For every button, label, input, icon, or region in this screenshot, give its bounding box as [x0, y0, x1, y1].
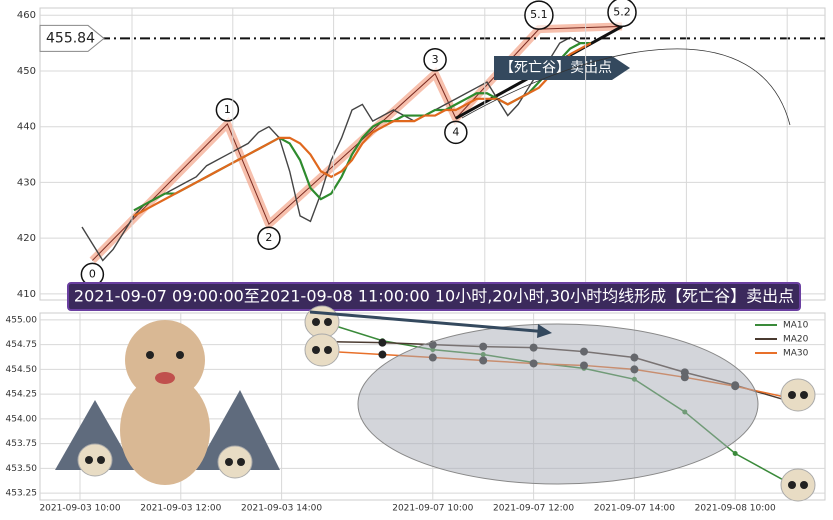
y-tick-label: 454.75: [6, 340, 38, 350]
reference-label-box: [39, 24, 105, 52]
skull-eye: [800, 481, 808, 489]
x-tick-label: 2021-09-03 10:00: [39, 504, 120, 514]
legend-label: MA30: [783, 349, 809, 359]
skull-eye: [237, 458, 245, 466]
skull: [77, 443, 113, 477]
x-tick-label: 2021-09-07 12:00: [493, 504, 574, 514]
y-tick-label: 454.00: [6, 414, 38, 424]
legend-label: MA10: [783, 321, 809, 331]
y-tick-label: 420: [17, 233, 36, 244]
y-tick-label: 453.25: [6, 489, 38, 499]
y-tick-label: 450: [17, 66, 36, 77]
skull-eye: [324, 318, 332, 326]
skull-eye: [85, 456, 93, 464]
x-tick-label: 2021-09-03 14:00: [241, 504, 322, 514]
wave-label: 3: [432, 53, 439, 66]
wave-point: [444, 120, 468, 145]
arrow-head: [537, 324, 552, 338]
skull: [217, 445, 253, 479]
y-tick-label: 430: [17, 177, 36, 188]
y-tick-label: 410: [17, 289, 36, 300]
legend-label: MA20: [783, 335, 809, 345]
banner-box: [67, 282, 801, 311]
y-tick-label: 440: [17, 122, 36, 133]
wave-label: 4: [452, 125, 459, 138]
highlight-ellipse: [357, 323, 759, 485]
y-tick-label: 455.00: [6, 315, 38, 325]
series-line: [133, 42, 592, 217]
skull: [304, 305, 340, 339]
skull-eye: [800, 391, 808, 399]
y-tick-label: 454.50: [6, 365, 38, 375]
skull-eye: [788, 391, 796, 399]
wave-point: [524, 0, 554, 30]
skull-eye: [324, 346, 332, 354]
point: [378, 338, 387, 347]
skull-eye: [312, 346, 320, 354]
point: [378, 350, 387, 359]
skull: [780, 378, 816, 412]
x-tick-label: 2021-09-08 10:00: [695, 504, 776, 514]
mountains: [55, 390, 280, 470]
dog: [120, 320, 210, 485]
arc: [461, 48, 791, 126]
y-tick-label: 453.75: [6, 439, 38, 449]
wave-point: [423, 48, 447, 72]
wave-label: 2: [265, 231, 272, 244]
point: [732, 450, 738, 456]
x-tick-label: 2021-09-03 12:00: [140, 504, 221, 514]
y-tick-label: 454.25: [6, 390, 38, 400]
skull-eye: [225, 458, 233, 466]
wave-label: 1: [224, 103, 231, 116]
skulls: [77, 305, 816, 502]
skull-eye: [312, 318, 320, 326]
wave-label: 5.1: [530, 8, 548, 21]
x-tick-label: 2021-09-07 14:00: [594, 504, 675, 514]
wave-label: 5.2: [613, 5, 631, 18]
banner: 2021-09-07 09:00:00至2021-09-08 11:00:00 …: [74, 287, 794, 306]
skull-eye: [97, 456, 105, 464]
wave-point: [607, 0, 637, 28]
wave-point: [257, 226, 281, 250]
skull: [780, 468, 816, 502]
skull-eye: [788, 481, 796, 489]
arrow: [309, 310, 549, 334]
x-tick-label: 2021-09-07 10:00: [392, 504, 473, 514]
skull: [304, 333, 340, 367]
y-tick-label: 453.50: [6, 464, 38, 474]
annotation-box: [494, 56, 630, 80]
annotation: 【死亡谷】卖出点: [500, 60, 612, 76]
wave-label: 0: [89, 267, 96, 280]
reference-label: 455.84: [46, 30, 95, 46]
y-tick-label: 460: [17, 10, 36, 21]
